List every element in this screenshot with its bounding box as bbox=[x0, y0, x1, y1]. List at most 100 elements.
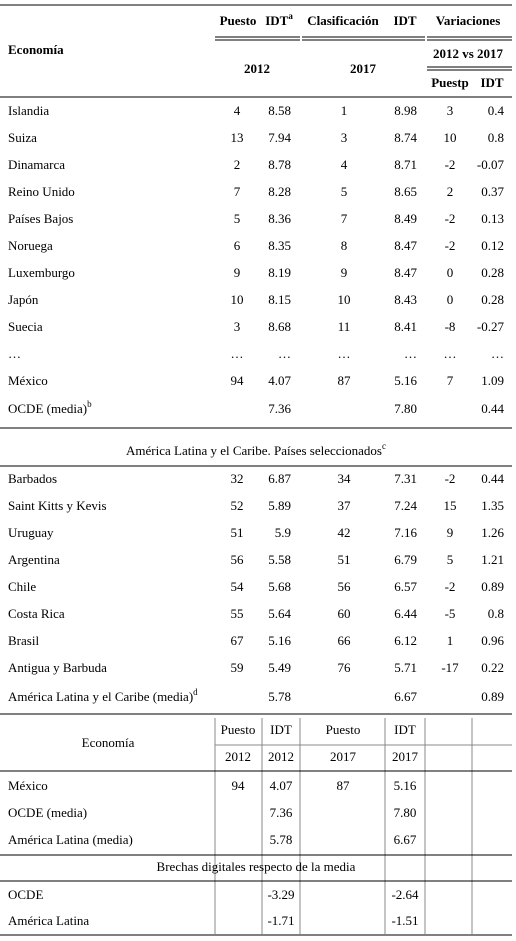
cell-text: 87 bbox=[337, 778, 351, 793]
cell-text: 7.16 bbox=[394, 525, 417, 540]
cell-text: 2 bbox=[234, 157, 241, 172]
cell-text: 5.16 bbox=[394, 373, 417, 388]
cell-text: … bbox=[444, 346, 457, 361]
cell-text: 1 bbox=[341, 103, 348, 118]
cell-text: 87 bbox=[338, 373, 352, 388]
cell-text: 1.35 bbox=[481, 498, 504, 513]
cell-text: 6.57 bbox=[394, 579, 417, 594]
cell-text: 5.78 bbox=[270, 832, 293, 847]
cell-text: 5.16 bbox=[268, 633, 291, 648]
cell-text: 3 bbox=[447, 103, 454, 118]
cell-text: 7.36 bbox=[268, 401, 291, 416]
cell-text: 7.94 bbox=[268, 130, 291, 145]
cell-text: 1.26 bbox=[481, 525, 504, 540]
cell-text: 67 bbox=[231, 633, 245, 648]
cell-text: 6 bbox=[234, 238, 241, 253]
cell-text: 7.31 bbox=[394, 471, 417, 486]
cell-text: 5 bbox=[234, 211, 241, 226]
cell-text: 2012 bbox=[244, 61, 270, 76]
cell-text: 2 bbox=[447, 184, 454, 199]
cell-text: Reino Unido bbox=[8, 184, 75, 199]
cell-text: 0.44 bbox=[481, 471, 504, 486]
cell-text: 11 bbox=[338, 319, 351, 334]
cell-text: -2 bbox=[445, 238, 456, 253]
cell-text: 8.58 bbox=[268, 103, 291, 118]
cell-text: 6.67 bbox=[394, 689, 417, 704]
cell-text: Noruega bbox=[8, 238, 53, 253]
cell-text: OCDE (media) bbox=[8, 805, 87, 820]
cell-text: 6.44 bbox=[394, 606, 417, 621]
cell-text: América Latina y el Caribe (media)d bbox=[8, 687, 198, 704]
cell-text: Suecia bbox=[8, 319, 43, 334]
cell-text: Argentina bbox=[8, 552, 60, 567]
cell-text: 8.65 bbox=[394, 184, 417, 199]
cell-text: 34 bbox=[338, 471, 352, 486]
cell-text: 8.35 bbox=[268, 238, 291, 253]
cell-text: Chile bbox=[8, 579, 36, 594]
cell-text: 1.09 bbox=[481, 373, 504, 388]
cell-text: 0.8 bbox=[488, 130, 504, 145]
cell-text: 7 bbox=[341, 211, 348, 226]
cell-text: América Latina y el Caribe. Países selec… bbox=[126, 441, 386, 458]
cell-text: 42 bbox=[338, 525, 351, 540]
cell-text: 5.68 bbox=[268, 579, 291, 594]
cell-text: 8.47 bbox=[394, 238, 417, 253]
cell-text: 8 bbox=[341, 238, 348, 253]
cell-text: 8.36 bbox=[268, 211, 291, 226]
cell-text: … bbox=[8, 346, 21, 361]
cell-text: 66 bbox=[338, 633, 352, 648]
cell-text: Países Bajos bbox=[8, 211, 73, 226]
cell-text: IDT bbox=[480, 75, 503, 90]
cell-text: 0.89 bbox=[481, 579, 504, 594]
cell-text: -17 bbox=[441, 660, 459, 675]
cell-text: Brechas digitales respecto de la media bbox=[157, 859, 356, 874]
cell-text: Economía bbox=[8, 42, 64, 57]
cell-text: 7 bbox=[447, 373, 454, 388]
cell-text: 7.24 bbox=[394, 498, 417, 513]
cell-text: Suiza bbox=[8, 130, 37, 145]
cell-text: 8.98 bbox=[394, 103, 417, 118]
cell-text: 51 bbox=[231, 525, 244, 540]
cell-text: 2017 bbox=[350, 61, 377, 76]
cell-text: 5.9 bbox=[275, 525, 291, 540]
cell-text: -0.27 bbox=[477, 319, 505, 334]
label: IDT bbox=[265, 13, 288, 28]
cell-text: 4.07 bbox=[268, 373, 291, 388]
cell-text: 8.47 bbox=[394, 265, 417, 280]
cell-text: … bbox=[404, 346, 417, 361]
cell-text: 8.74 bbox=[394, 130, 417, 145]
cell-text: 9 bbox=[234, 265, 241, 280]
cell-text: -1.51 bbox=[391, 913, 418, 928]
cell-text: 8.19 bbox=[268, 265, 291, 280]
cell-text: 5.89 bbox=[268, 498, 291, 513]
cell-text: 4 bbox=[341, 157, 348, 172]
cell-text: 55 bbox=[231, 606, 244, 621]
cell-text: América Latina bbox=[8, 913, 89, 928]
cell-text: 10 bbox=[231, 292, 244, 307]
cell-text: OCDE bbox=[8, 887, 43, 902]
footnote-mark: b bbox=[87, 399, 92, 409]
cell-text: 2012 bbox=[225, 749, 251, 764]
cell-text: Uruguay bbox=[8, 525, 54, 540]
cell-text: 51 bbox=[338, 552, 351, 567]
cell-text: Dinamarca bbox=[8, 157, 65, 172]
cell-text: 4 bbox=[234, 103, 241, 118]
cell-text: 5 bbox=[341, 184, 348, 199]
cell-text: 59 bbox=[231, 660, 244, 675]
cell-text: -0.07 bbox=[477, 157, 505, 172]
cell-text: IDT bbox=[393, 13, 416, 28]
cell-text: 0.28 bbox=[481, 265, 504, 280]
cell-text: 13 bbox=[231, 130, 244, 145]
cell-text: 54 bbox=[231, 579, 245, 594]
cell-text: 6.12 bbox=[394, 633, 417, 648]
cell-text: 5 bbox=[447, 552, 454, 567]
cell-text: 5.71 bbox=[394, 660, 417, 675]
cell-text: 76 bbox=[338, 660, 352, 675]
label: América Latina y el Caribe (media) bbox=[8, 689, 193, 704]
cell-text: 2017 bbox=[392, 749, 419, 764]
cell-text: Japón bbox=[8, 292, 39, 307]
cell-text: 0.22 bbox=[481, 660, 504, 675]
cell-text: 60 bbox=[338, 606, 351, 621]
cell-text: 7.36 bbox=[270, 805, 293, 820]
